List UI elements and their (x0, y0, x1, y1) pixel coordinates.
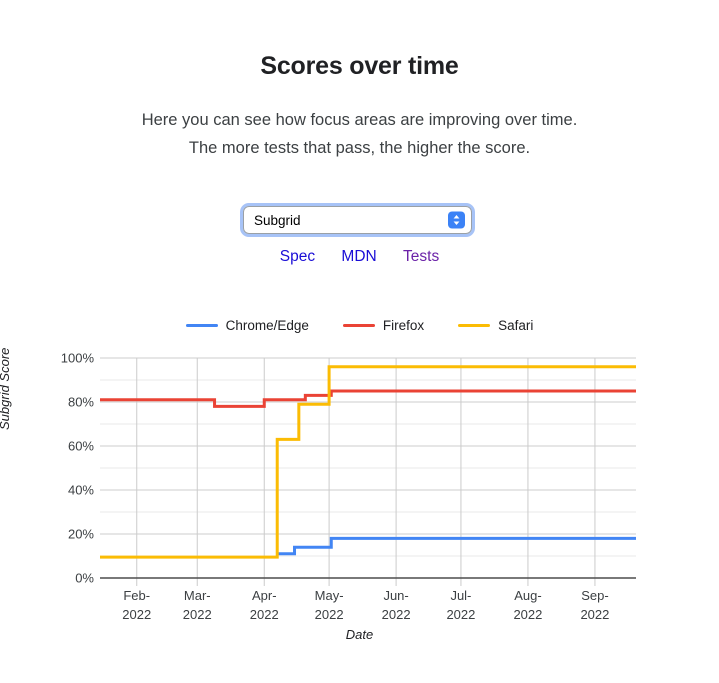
legend-label-chrome-edge: Chrome/Edge (225, 318, 309, 333)
focus-area-select[interactable]: Subgrid (243, 206, 472, 234)
focus-area-select-value: Subgrid (254, 212, 301, 228)
x-tick-label: Mar- 2022 (182, 588, 212, 622)
legend-item-firefox[interactable]: Firefox (342, 318, 425, 333)
x-tick-label: Apr- 2022 (249, 588, 279, 622)
focus-area-select-wrapper: Subgrid (240, 203, 475, 237)
series-line-safari (100, 365, 636, 559)
x-tick-label: Feb- 2022 (122, 588, 152, 622)
series-line-firefox (100, 389, 636, 408)
chart-legend: Chrome/Edge Firefox Safari (0, 318, 719, 333)
legend-label-firefox: Firefox (382, 318, 425, 333)
page-description: Here you can see how focus areas are imp… (141, 111, 578, 157)
legend-swatch-safari (458, 324, 491, 327)
x-tick-label: Jul- 2022 (446, 588, 476, 622)
x-tick-label: Aug- 2022 (513, 588, 543, 622)
y-tick-label: 80% (67, 394, 94, 410)
y-tick-label: 60% (67, 438, 94, 454)
legend-label-safari: Safari (498, 318, 534, 333)
chevron-updown-icon[interactable] (448, 211, 465, 229)
y-tick-label: 20% (67, 526, 94, 542)
x-tick-label: Jun- 2022 (381, 588, 411, 622)
x-tick-label: Sep- 2022 (580, 588, 610, 622)
legend-item-safari[interactable]: Safari (458, 318, 533, 333)
resource-links: Spec MDN Tests (0, 248, 719, 266)
series-line-chrome-edge (277, 536, 636, 556)
link-spec[interactable]: Spec (279, 248, 316, 265)
y-tick-label: 0% (75, 570, 94, 586)
legend-swatch-chrome-edge (185, 324, 218, 327)
x-tick-label: May- 2022 (314, 588, 344, 622)
page-title: Scores over time (260, 52, 459, 80)
legend-item-chrome-edge[interactable]: Chrome/Edge (185, 318, 309, 333)
link-mdn[interactable]: MDN (341, 248, 377, 265)
x-axis-title: Date (345, 627, 374, 642)
y-tick-label: 40% (67, 482, 94, 498)
link-tests[interactable]: Tests (403, 248, 440, 265)
y-tick-label: 100% (60, 350, 94, 366)
legend-swatch-firefox (342, 324, 375, 327)
